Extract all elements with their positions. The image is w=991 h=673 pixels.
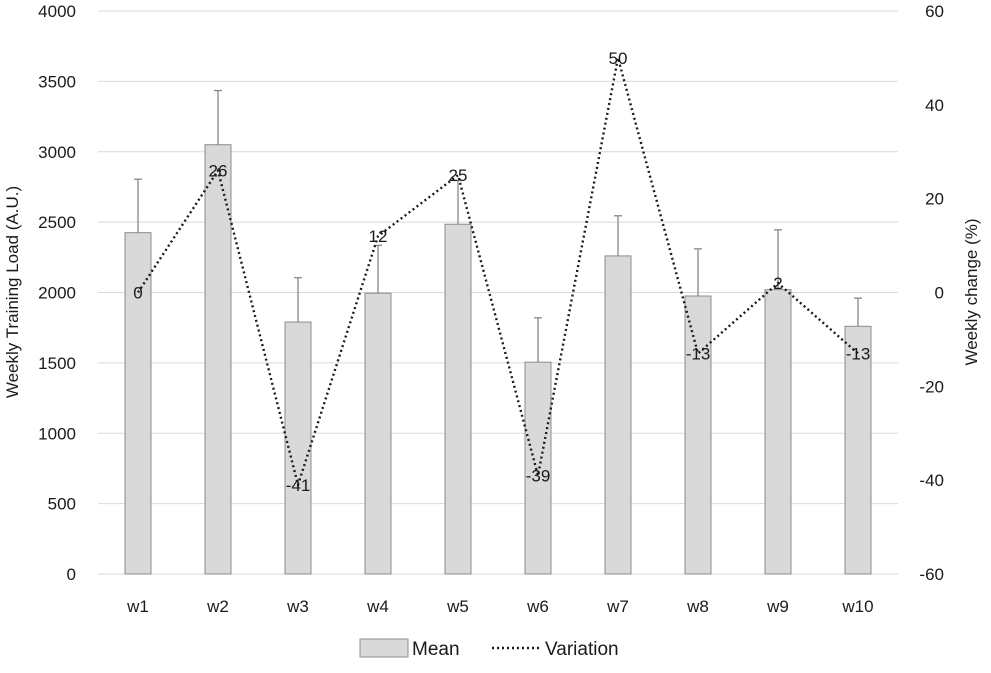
y2-tick-label: 60: [925, 2, 944, 21]
error-bar: [374, 244, 382, 294]
variation-data-label: 50: [609, 49, 628, 68]
y-tick-label: 1000: [38, 424, 76, 443]
y-tick-label: 0: [67, 565, 76, 584]
bar: [444, 223, 472, 575]
y2-tick-label: -40: [919, 471, 944, 490]
variation-data-label: 2: [773, 274, 782, 293]
y2-tick-label: 40: [925, 96, 944, 115]
error-bar: [774, 229, 782, 290]
bar: [604, 255, 632, 575]
error-bars: [134, 89, 862, 363]
x-axis-ticks: w1 w2 w3 w4 w5 w6 w7 w8 w9 w10: [126, 597, 873, 616]
x-tick-label: w10: [841, 597, 873, 616]
y-axis-title: Weekly Training Load (A.U.): [3, 186, 22, 398]
error-bar: [294, 277, 302, 323]
error-bar: [694, 248, 702, 297]
x-tick-label: w7: [606, 597, 629, 616]
variation-data-label: 25: [449, 166, 468, 185]
x-tick-label: w6: [526, 597, 549, 616]
error-bar: [454, 180, 462, 225]
variation-data-label: 12: [369, 227, 388, 246]
y2-tick-label: -20: [919, 377, 944, 396]
variation-data-label: -41: [286, 476, 311, 495]
y-tick-label: 1500: [38, 354, 76, 373]
legend-label-mean: Mean: [412, 639, 460, 660]
data-labels: 0 26 -41 12 25 -39 50 -13 2 -13: [133, 49, 870, 495]
bars: [124, 144, 872, 575]
y-tick-label: 2500: [38, 213, 76, 232]
bar: [284, 321, 312, 575]
variation-data-label: 26: [209, 162, 228, 181]
bar: [364, 292, 392, 575]
x-tick-label: w1: [126, 597, 149, 616]
variation-data-label: 0: [133, 284, 142, 303]
y-tick-label: 4000: [38, 2, 76, 21]
legend-swatch-mean: [359, 638, 409, 658]
y2-axis-title: Weekly change (%): [962, 218, 981, 365]
y-tick-label: 3500: [38, 72, 76, 91]
legend-label-variation: Variation: [545, 639, 619, 660]
bar: [124, 232, 152, 575]
variation-line-group: [136, 57, 859, 490]
error-bar: [134, 178, 142, 233]
error-bar: [614, 215, 622, 256]
y-tick-label: 2000: [38, 284, 76, 303]
x-tick-label: w3: [286, 597, 309, 616]
right-axis-ticks: -60 -40 -20 0 20 40 60: [919, 2, 944, 584]
x-tick-label: w5: [446, 597, 469, 616]
y2-tick-label: 20: [925, 190, 944, 209]
x-tick-label: w9: [766, 597, 789, 616]
error-bar: [214, 89, 222, 145]
variation-data-label: -13: [686, 344, 711, 363]
variation-data-label: -13: [846, 344, 871, 363]
left-axis-ticks: 0 500 1000 1500 2000 2500 3000 3500 4000: [38, 2, 76, 584]
bar: [684, 295, 712, 575]
x-tick-label: w4: [366, 597, 389, 616]
variation-data-label: -39: [526, 466, 551, 485]
y-tick-label: 3000: [38, 143, 76, 162]
y2-tick-label: -60: [919, 565, 944, 584]
x-tick-label: w2: [206, 597, 229, 616]
bar: [764, 289, 792, 575]
x-tick-label: w8: [686, 597, 709, 616]
y2-tick-label: 0: [935, 284, 944, 303]
bar: [844, 325, 872, 575]
error-bar: [534, 317, 542, 363]
variation-line: [136, 57, 859, 490]
y-tick-label: 500: [48, 495, 76, 514]
error-bar: [854, 297, 862, 327]
legend: Mean Variation: [359, 638, 619, 660]
bar: [204, 144, 232, 575]
